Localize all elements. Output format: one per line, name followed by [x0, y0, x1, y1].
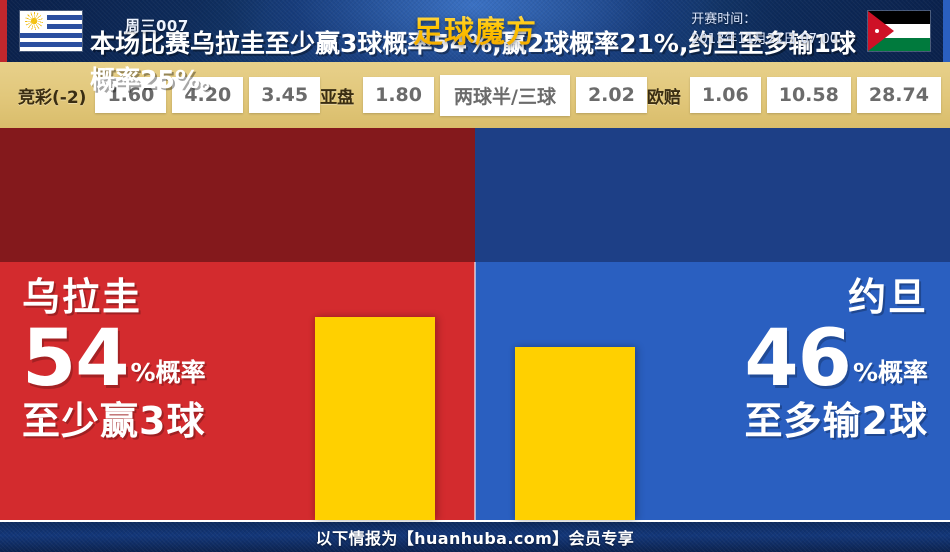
home-team-stats: 乌拉圭 54 %概率 至少赢3球 — [22, 278, 206, 440]
home-team-name: 乌拉圭 — [22, 275, 143, 319]
odds-cell-jingcai-1[interactable]: 1.60 — [95, 77, 167, 113]
odds-cell-asian-1[interactable]: 1.80 — [363, 77, 434, 113]
footer-bar: 以下情报为【huanhuba.com】会员专享 — [0, 520, 950, 552]
odds-cell-jingcai-3[interactable]: 3.45 — [249, 77, 321, 113]
away-percent-value: 46 — [744, 314, 852, 404]
away-percent-suffix: %概率 — [852, 357, 928, 387]
odds-label-jingcai: 竞彩(-2) — [18, 87, 87, 108]
home-outcome-tag: 至少赢3球 — [22, 398, 206, 443]
bar-home-probability — [315, 317, 435, 520]
kickoff-time-block: 开赛时间： 2013年11月21日 07:00 — [691, 10, 838, 50]
odds-bar: 竞彩(-2) 1.60 4.20 3.45 亚盘 1.80 两球半/三球 2.0… — [0, 62, 950, 128]
jordan-star-icon — [875, 29, 879, 33]
uruguay-flag-icon — [20, 11, 82, 51]
header-right-blue-edge — [943, 0, 950, 62]
odds-group-jingcai: 竞彩(-2) 1.60 4.20 3.45 — [18, 77, 321, 113]
analysis-text: 本场比赛乌拉圭至少赢3球概率54%,赢2球概率21%,约旦至多输1球概率25%。 — [90, 29, 856, 95]
kickoff-label: 开赛时间： — [691, 12, 757, 27]
home-percent-row: 54 %概率 — [22, 314, 206, 404]
odds-cell-european-1[interactable]: 1.06 — [689, 77, 761, 113]
match-number: 周三007 — [125, 17, 189, 35]
odds-cell-asian-line[interactable]: 两球半/三球 — [440, 74, 570, 116]
bar-away-probability — [515, 347, 635, 520]
site-logo[interactable]: 足球魔方 — [413, 7, 537, 51]
away-team-name: 约旦 — [847, 275, 928, 319]
analysis-band-right — [475, 128, 950, 262]
odds-cell-asian-2[interactable]: 2.02 — [575, 77, 647, 113]
odds-group-asian-handicap: 亚盘 1.80 两球半/三球 2.02 — [320, 74, 647, 116]
odds-label-asian-handicap: 亚盘 — [320, 87, 355, 108]
analysis-band-left — [0, 128, 475, 262]
analysis-band — [0, 128, 950, 262]
jordan-flag-icon — [868, 11, 930, 51]
away-outcome-tag: 至多输2球 — [744, 398, 928, 443]
away-percent-row: 46 %概率 — [744, 314, 928, 404]
odds-group-european: 欧赔 1.06 10.58 28.74 — [647, 77, 941, 113]
odds-cell-european-3[interactable]: 28.74 — [856, 77, 941, 113]
odds-cell-european-2[interactable]: 10.58 — [766, 77, 851, 113]
odds-label-european: 欧赔 — [646, 87, 681, 108]
uruguay-sun-icon — [25, 12, 43, 30]
header-left-red-edge — [0, 0, 7, 62]
footer-text: 以下情报为【huanhuba.com】会员专享 — [315, 529, 635, 548]
home-percent-value: 54 — [22, 314, 130, 404]
away-team-stats: 约旦 46 %概率 至多输2球 — [744, 278, 928, 440]
home-percent-suffix: %概率 — [130, 357, 206, 387]
kickoff-value: 2013年11月21日 07:00 — [691, 32, 838, 48]
panel-divider — [474, 262, 476, 520]
odds-cell-jingcai-2[interactable]: 4.20 — [172, 77, 244, 113]
header-bar: 周三007 足球魔方 开赛时间： 2013年11月21日 07:00 — [0, 0, 950, 62]
